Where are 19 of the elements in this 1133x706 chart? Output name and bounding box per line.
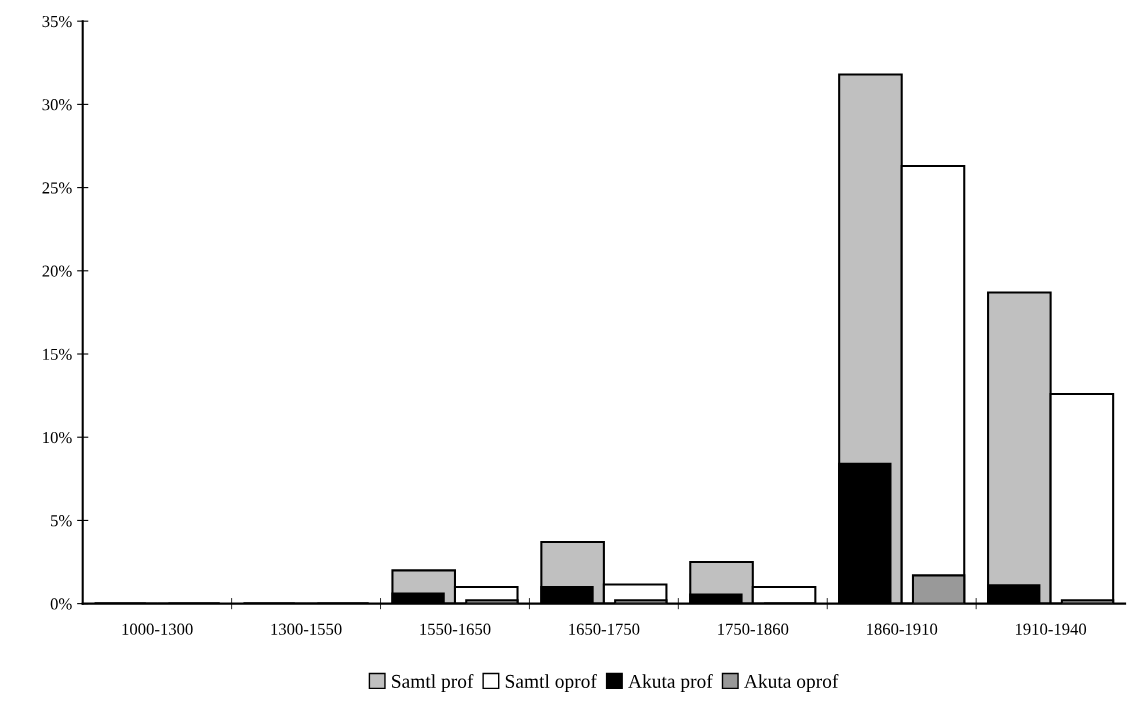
y-tick-label: 20% [42,265,72,277]
y-tick-label: 5% [51,515,72,527]
legend-label: Akuta prof [628,674,713,692]
legend-label: Samtl prof [392,674,474,692]
legend-label: Samtl oprof [505,674,597,692]
x-tick-label: 1000-1300 [122,623,193,635]
x-tick-label: 1550-1650 [420,623,491,635]
y-tick-label: 10% [43,431,72,444]
x-tick-label: 1650-1750 [569,623,640,635]
x-tick-label: 1860-1910 [867,623,938,635]
x-tick-label: 1750-1860 [718,623,789,635]
y-tick-label: 25% [42,182,72,194]
x-tick-label: 1300-1550 [271,623,342,635]
legend-label: Akuta oprof [744,674,839,692]
x-tick-label: 1910-1940 [1015,623,1087,635]
y-tick-label: 30% [42,99,72,111]
y-tick-label: 35% [42,15,72,28]
y-tick-label: 0% [50,598,72,610]
y-tick-label: 15% [43,348,72,361]
